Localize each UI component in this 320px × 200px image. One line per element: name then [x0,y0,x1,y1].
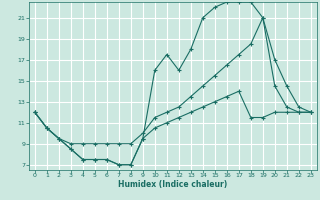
X-axis label: Humidex (Indice chaleur): Humidex (Indice chaleur) [118,180,228,189]
